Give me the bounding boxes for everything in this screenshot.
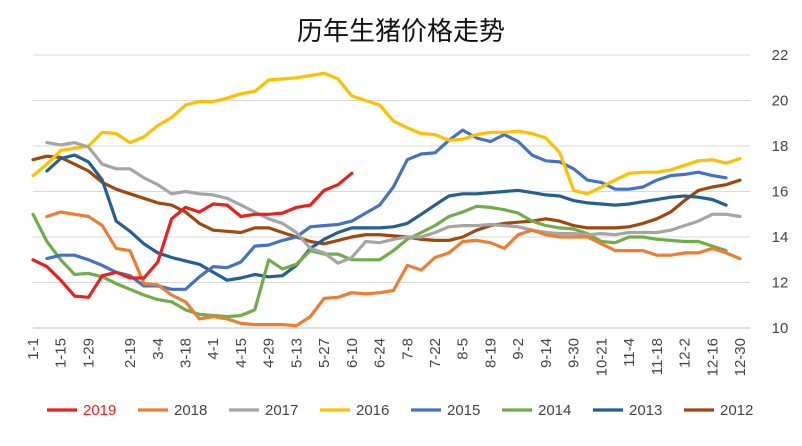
series-line-2014 [31, 204, 728, 319]
x-tick-label: 12-16 [704, 338, 721, 376]
legend-label-2018: 2018 [174, 402, 207, 419]
x-tick-label: 8-19 [482, 338, 499, 368]
x-tick-label: 5-27 [316, 338, 333, 368]
x-tick-label: 11-4 [621, 338, 638, 367]
x-tick-label: 10-21 [593, 338, 610, 376]
x-tick-label: 9-30 [566, 338, 583, 368]
x-tick-label: 4-1 [205, 338, 222, 360]
x-tick-label: 11-18 [649, 338, 666, 375]
x-tick-label: 3-18 [177, 338, 194, 368]
legend: 2019 2018 2017 2016 2015 2014 2013 2012 [47, 402, 753, 419]
x-tick-label: 12-2 [677, 338, 694, 368]
y-tick-label: 12 [772, 275, 789, 292]
x-tick-label: 1-29 [80, 338, 97, 368]
y-tick-label: 20 [772, 93, 789, 110]
y-axis-tick-labels: 10 12 14 16 18 20 22 [772, 47, 789, 337]
x-tick-label: 1-15 [53, 338, 70, 368]
x-tick-label: 12-30 [732, 338, 749, 376]
series-line-2016 [31, 71, 742, 196]
x-tick-label: 7-22 [427, 338, 444, 368]
legend-label-2015: 2015 [447, 402, 480, 419]
y-tick-label: 16 [772, 184, 789, 201]
legend-label-2019: 2019 [83, 402, 116, 419]
y-tick-label: 14 [772, 229, 789, 246]
x-tick-label: 7-8 [399, 338, 416, 360]
x-tick-label: 3-4 [150, 338, 167, 360]
x-tick-label: 1-1 [25, 338, 42, 360]
y-tick-label: 10 [772, 320, 789, 337]
x-tick-label: 4-29 [261, 338, 278, 368]
legend-label-2014: 2014 [538, 402, 571, 419]
series-line-2019 [31, 171, 354, 299]
y-tick-label: 18 [772, 138, 789, 155]
x-axis-tick-labels: 1-1 1-15 1-29 2-19 3-4 3-18 4-1 4-15 4-29 5-13 5-2… [25, 338, 749, 376]
legend-label-2016: 2016 [356, 402, 389, 419]
x-tick-label: 4-15 [233, 338, 250, 368]
legend-label-2017: 2017 [265, 402, 298, 419]
chart-title: 历年生猪价格走势 [297, 17, 505, 47]
series-lines [31, 71, 742, 328]
x-tick-label: 6-24 [372, 338, 389, 368]
x-tick-label: 2-19 [122, 338, 139, 368]
series-line-2018 [45, 210, 742, 328]
series-line-2017 [45, 141, 742, 265]
series-line-2012 [31, 154, 742, 246]
y-tick-label: 22 [772, 47, 789, 64]
legend-label-2012: 2012 [720, 402, 753, 419]
x-tick-label: 5-13 [288, 338, 305, 368]
x-tick-label: 6-10 [344, 338, 361, 368]
x-tick-label: 9-2 [510, 338, 527, 360]
x-tick-label: 9-14 [538, 338, 555, 368]
x-tick-label: 8-5 [455, 338, 472, 360]
legend-label-2013: 2013 [629, 402, 662, 419]
